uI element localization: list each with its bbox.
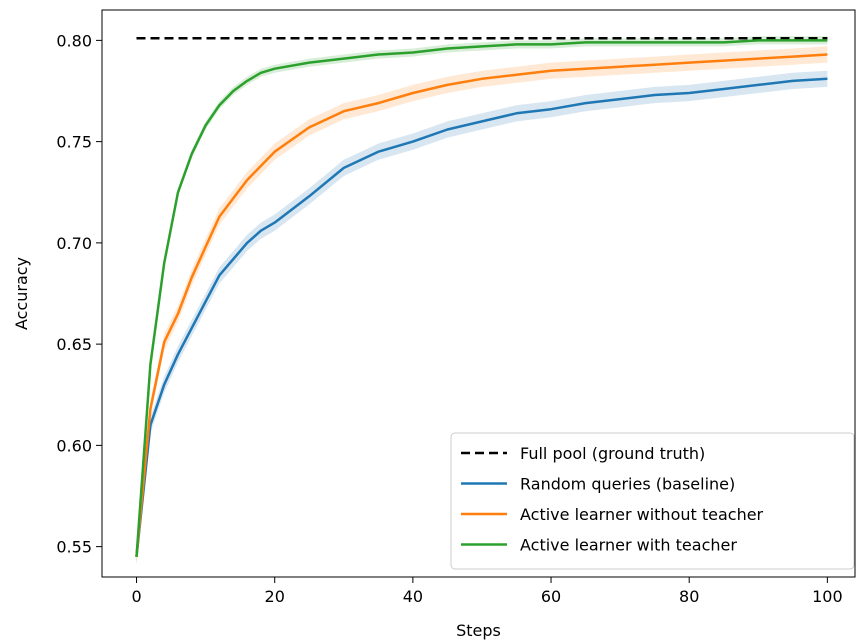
legend-label: Active learner without teacher <box>520 505 764 524</box>
series-2-line <box>135 53 828 557</box>
legend-label: Full pool (ground truth) <box>520 444 705 463</box>
x-tick-label: 0 <box>131 587 141 606</box>
x-tick-label: 20 <box>265 587 285 606</box>
series-1-line <box>135 77 828 557</box>
legend: Full pool (ground truth) Random queries (… <box>450 432 855 570</box>
y-tick-label: 0.65 <box>56 335 92 354</box>
y-tick-label: 0.55 <box>56 538 92 557</box>
legend-label: Random queries (baseline) <box>520 475 735 494</box>
legend-box <box>450 432 855 570</box>
y-axis-ticks: 0.55 0.60 0.65 0.70 0.75 0.80 <box>56 31 102 557</box>
plot-frame <box>101 9 856 578</box>
series-lines <box>135 37 828 557</box>
x-axis-ticks: 0 20 40 60 80 100 <box>131 577 843 606</box>
y-axis-label: Accuracy <box>12 257 31 330</box>
x-tick-label: 60 <box>541 587 561 606</box>
series-3-line <box>135 39 828 557</box>
x-axis-label: Steps <box>456 621 501 640</box>
y-tick-label: 0.80 <box>56 31 92 50</box>
x-tick-label: 40 <box>403 587 423 606</box>
series-1-band <box>136 70 828 565</box>
y-tick-label: 0.70 <box>56 234 92 253</box>
y-tick-label: 0.60 <box>56 436 92 455</box>
x-tick-label: 80 <box>679 587 699 606</box>
y-tick-label: 0.75 <box>56 133 92 152</box>
legend-label: Active learner with teacher <box>520 536 737 555</box>
x-tick-label: 100 <box>812 587 843 606</box>
confidence-bands <box>136 36 828 565</box>
